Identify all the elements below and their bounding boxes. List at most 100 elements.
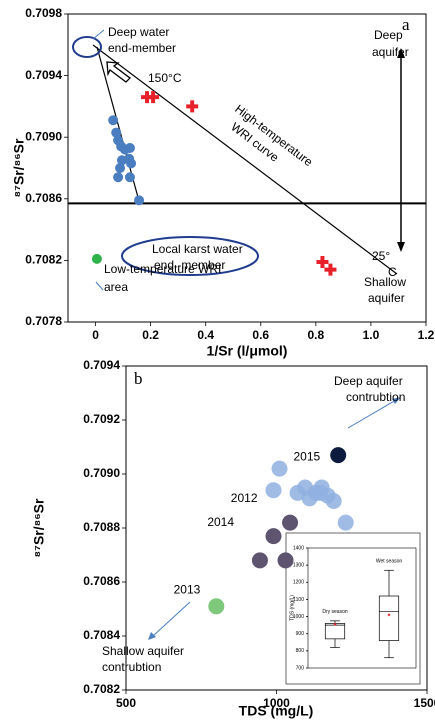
cross-marker — [316, 255, 329, 268]
point — [337, 514, 354, 531]
y-tick-label: 0.7078 — [25, 314, 62, 328]
mean-marker — [387, 613, 391, 617]
cross-marker — [186, 100, 199, 113]
annotation: end-member — [108, 41, 176, 55]
y-tick-label: 0.7092 — [83, 412, 120, 426]
annotation: C — [388, 265, 397, 279]
cross-marker — [324, 263, 337, 276]
point — [208, 598, 225, 615]
x-tick-label: 0.8 — [308, 328, 325, 342]
point — [271, 460, 288, 477]
y-axis-label: ⁸⁷Sr/⁸⁶Sr — [11, 138, 27, 197]
mixing-line — [92, 44, 398, 275]
annotation: Deep — [374, 28, 403, 42]
point — [325, 493, 342, 509]
annotation: Shallow aquifer — [102, 644, 184, 658]
x-axis-label: 1/Sr (l/μmol) — [207, 343, 288, 359]
annotation: Deep water — [108, 25, 169, 39]
y-tick-label: 0.7090 — [25, 129, 62, 143]
panel-tag: a — [402, 15, 410, 34]
pointer — [92, 29, 105, 40]
hollow-arrow — [106, 61, 131, 83]
x-tick-label: 1500 — [414, 696, 435, 710]
panel-tag: b — [134, 369, 143, 388]
point — [251, 552, 268, 569]
x-axis-label: TDS (mg/L) — [239, 703, 314, 719]
point — [134, 195, 145, 206]
y-axis-label: TDS (mg/L) — [289, 595, 295, 621]
x-tick-label: 0.6 — [252, 328, 269, 342]
x-tick-label: 0.2 — [142, 328, 159, 342]
end-member-ring — [72, 36, 102, 58]
category-label: Wet season — [376, 559, 403, 565]
point — [124, 142, 135, 153]
y-tick-label: 0.7082 — [25, 253, 62, 267]
box — [378, 595, 400, 641]
point — [124, 172, 135, 183]
y-tick-label: 0.7094 — [25, 68, 62, 82]
y-tick-label: 0.7090 — [83, 466, 120, 480]
series-label: 2015 — [294, 449, 321, 463]
point — [265, 482, 282, 499]
series-label: 2012 — [231, 491, 258, 505]
point — [277, 552, 294, 569]
y-tick-label: 0.7084 — [83, 628, 120, 642]
plot-frame — [307, 547, 417, 669]
annotation: 25° — [372, 249, 390, 263]
annotation: Deep aquifer — [334, 374, 403, 388]
annotation: contrubtion — [346, 390, 405, 404]
arrow-head — [397, 242, 405, 252]
annotation: Low-temperature WRI — [104, 262, 221, 276]
y-axis-label: ⁸⁷Sr/⁸⁶Sr — [31, 498, 47, 557]
arrow-head — [397, 48, 405, 58]
y-tick-label: 0.7088 — [83, 520, 120, 534]
point — [116, 155, 127, 166]
y-tick-label: 900 — [296, 631, 305, 637]
annotation: aquifer — [368, 291, 405, 305]
point — [330, 447, 347, 464]
series-label: 2013 — [174, 582, 201, 596]
y-tick-label: 800 — [296, 648, 305, 654]
point — [282, 514, 299, 531]
y-tick-label: 0.7094 — [83, 358, 120, 372]
x-tick-label: 500 — [116, 696, 136, 710]
y-tick-label: 0.7086 — [25, 191, 62, 205]
annotation: area — [104, 280, 128, 294]
point — [312, 484, 329, 501]
annotation: contrubtion — [102, 660, 161, 674]
cross-marker — [147, 91, 160, 104]
y-tick-label: 1300 — [293, 562, 304, 568]
y-tick-label: 0.7082 — [83, 682, 120, 696]
point — [265, 528, 282, 545]
x-tick-label: 0 — [92, 328, 99, 342]
y-tick-label: 0.7086 — [83, 574, 120, 588]
point — [115, 163, 126, 173]
series-label: 2014 — [207, 515, 234, 529]
plot-frame — [67, 13, 427, 323]
x-tick-label: 0.4 — [197, 328, 214, 342]
y-tick-label: 1200 — [293, 580, 304, 586]
pointer — [347, 399, 397, 429]
y-tick-label: 1400 — [293, 545, 304, 551]
annotation: Local karst water — [152, 242, 243, 256]
point — [126, 158, 137, 169]
y-tick-label: 700 — [296, 665, 305, 671]
y-tick-label: 0.7098 — [25, 6, 62, 20]
y-tick-label: 1100 — [293, 597, 304, 603]
arrow-head — [392, 397, 401, 404]
annotation: 150°C — [148, 71, 182, 85]
mean-marker — [333, 622, 337, 626]
pointer — [95, 281, 104, 291]
pointer — [152, 601, 191, 637]
point — [111, 127, 122, 138]
annotation: aquifer — [372, 45, 409, 59]
point — [108, 115, 119, 126]
x-tick-label: 1.2 — [418, 328, 435, 342]
point — [113, 172, 124, 183]
end-member-ring — [121, 236, 259, 276]
x-tick-label: 1000 — [263, 696, 290, 710]
y-tick-label: 1000 — [293, 614, 304, 620]
annotation: Shallow — [364, 275, 406, 289]
arrow-head — [148, 632, 156, 640]
